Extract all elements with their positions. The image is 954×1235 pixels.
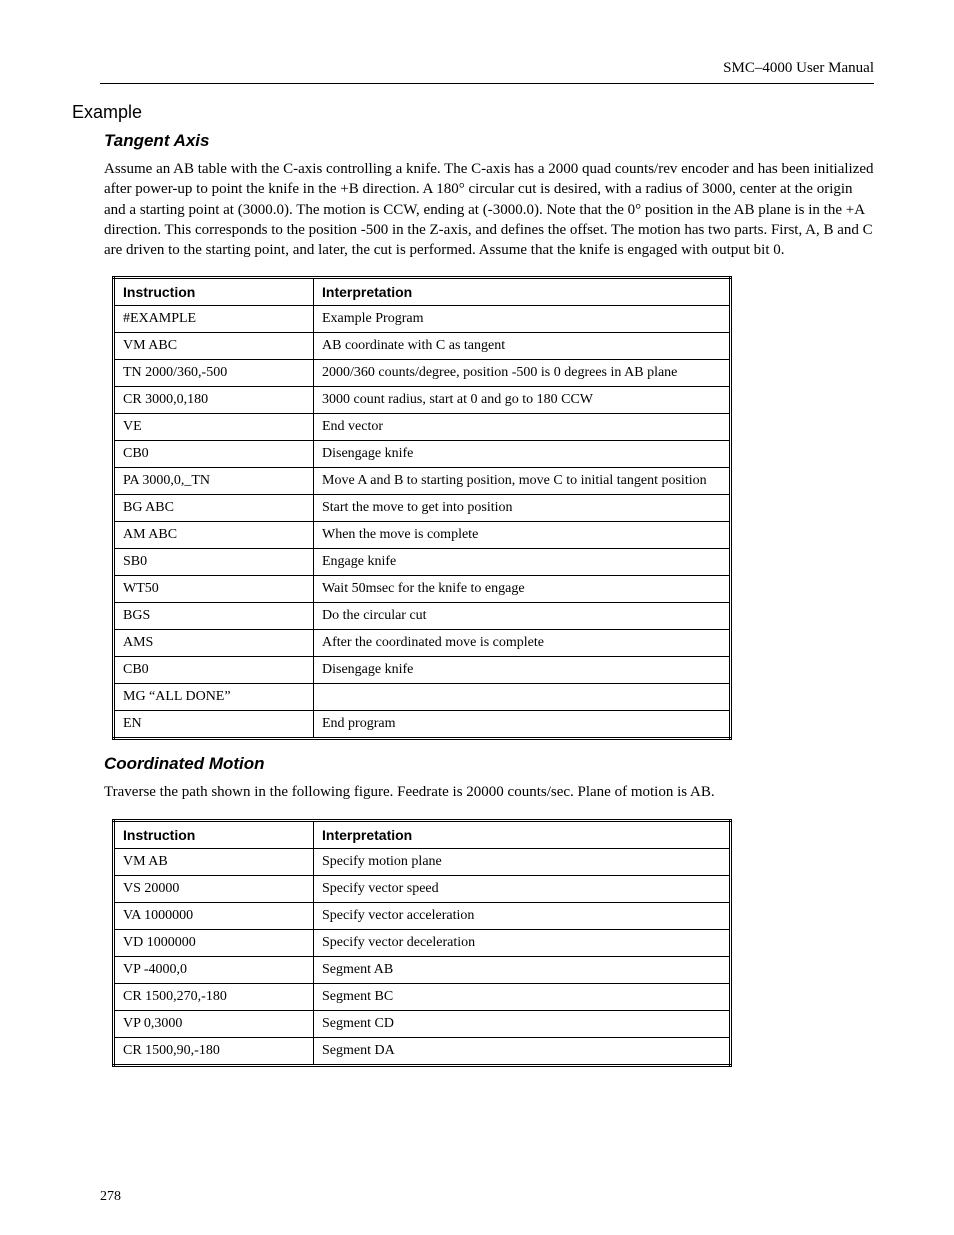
- cell-instruction: AMS: [114, 630, 314, 657]
- cell-instruction: VS 20000: [114, 875, 314, 902]
- table-row: BG ABCStart the move to get into positio…: [114, 495, 731, 522]
- table-row: CR 3000,0,1803000 count radius, start at…: [114, 387, 731, 414]
- cell-interpretation: Segment AB: [314, 956, 731, 983]
- cell-instruction: SB0: [114, 549, 314, 576]
- cell-interpretation: Disengage knife: [314, 657, 731, 684]
- cell-interpretation: Specify vector speed: [314, 875, 731, 902]
- cell-interpretation: 2000/360 counts/degree, position -500 is…: [314, 360, 731, 387]
- table-row: MG “ALL DONE”: [114, 684, 731, 711]
- cell-instruction: CB0: [114, 657, 314, 684]
- paragraph-coord: Traverse the path shown in the following…: [104, 782, 874, 802]
- header-rule: [100, 83, 874, 84]
- page: SMC–4000 User Manual Example Tangent Axi…: [0, 0, 954, 1235]
- cell-interpretation: Disengage knife: [314, 441, 731, 468]
- table-header-row: Instruction Interpretation: [114, 278, 731, 306]
- cell-interpretation: 3000 count radius, start at 0 and go to …: [314, 387, 731, 414]
- table-coord: Instruction Interpretation VM ABSpecify …: [112, 819, 732, 1067]
- cell-interpretation: Wait 50msec for the knife to engage: [314, 576, 731, 603]
- table-row: SB0Engage knife: [114, 549, 731, 576]
- cell-instruction: VM ABC: [114, 333, 314, 360]
- cell-interpretation: Segment CD: [314, 1010, 731, 1037]
- table-row: CB0Disengage knife: [114, 441, 731, 468]
- table-row: VP -4000,0Segment AB: [114, 956, 731, 983]
- cell-instruction: VA 1000000: [114, 902, 314, 929]
- page-number: 278: [100, 1189, 121, 1205]
- cell-instruction: TN 2000/360,-500: [114, 360, 314, 387]
- table-row: ENEnd program: [114, 711, 731, 739]
- paragraph-tangent: Assume an AB table with the C-axis contr…: [104, 159, 874, 260]
- table-row: VM ABCAB coordinate with C as tangent: [114, 333, 731, 360]
- cell-interpretation: When the move is complete: [314, 522, 731, 549]
- cell-interpretation: After the coordinated move is complete: [314, 630, 731, 657]
- table-row: VEEnd vector: [114, 414, 731, 441]
- table-row: CR 1500,270,-180Segment BC: [114, 983, 731, 1010]
- cell-interpretation: Specify motion plane: [314, 848, 731, 875]
- cell-instruction: MG “ALL DONE”: [114, 684, 314, 711]
- cell-interpretation: End program: [314, 711, 731, 739]
- cell-instruction: WT50: [114, 576, 314, 603]
- cell-instruction: BG ABC: [114, 495, 314, 522]
- table-row: TN 2000/360,-5002000/360 counts/degree, …: [114, 360, 731, 387]
- cell-instruction: CB0: [114, 441, 314, 468]
- table-row: AM ABCWhen the move is complete: [114, 522, 731, 549]
- table-tangent: Instruction Interpretation #EXAMPLEExamp…: [112, 276, 732, 740]
- table-row: VP 0,3000Segment CD: [114, 1010, 731, 1037]
- col-instruction: Instruction: [114, 820, 314, 848]
- cell-instruction: PA 3000,0,_TN: [114, 468, 314, 495]
- cell-interpretation: End vector: [314, 414, 731, 441]
- table-row: PA 3000,0,_TNMove A and B to starting po…: [114, 468, 731, 495]
- cell-instruction: #EXAMPLE: [114, 306, 314, 333]
- header-manual-title: SMC–4000 User Manual: [100, 60, 874, 77]
- table-row: WT50Wait 50msec for the knife to engage: [114, 576, 731, 603]
- cell-interpretation: Example Program: [314, 306, 731, 333]
- table-row: VD 1000000Specify vector deceleration: [114, 929, 731, 956]
- heading-example: Example: [72, 102, 874, 123]
- cell-interpretation: Specify vector deceleration: [314, 929, 731, 956]
- cell-instruction: CR 1500,90,-180: [114, 1037, 314, 1065]
- table-row: BGSDo the circular cut: [114, 603, 731, 630]
- cell-interpretation: [314, 684, 731, 711]
- heading-tangent-axis: Tangent Axis: [104, 131, 874, 151]
- cell-instruction: VM AB: [114, 848, 314, 875]
- cell-instruction: BGS: [114, 603, 314, 630]
- cell-instruction: CR 1500,270,-180: [114, 983, 314, 1010]
- table-row: #EXAMPLEExample Program: [114, 306, 731, 333]
- cell-interpretation: Start the move to get into position: [314, 495, 731, 522]
- table-row: AMSAfter the coordinated move is complet…: [114, 630, 731, 657]
- cell-interpretation: Engage knife: [314, 549, 731, 576]
- cell-interpretation: Do the circular cut: [314, 603, 731, 630]
- cell-interpretation: Segment BC: [314, 983, 731, 1010]
- cell-instruction: VD 1000000: [114, 929, 314, 956]
- cell-interpretation: Specify vector acceleration: [314, 902, 731, 929]
- table-row: CR 1500,90,-180Segment DA: [114, 1037, 731, 1065]
- table-header-row: Instruction Interpretation: [114, 820, 731, 848]
- cell-interpretation: Segment DA: [314, 1037, 731, 1065]
- col-interpretation: Interpretation: [314, 820, 731, 848]
- cell-instruction: AM ABC: [114, 522, 314, 549]
- table-row: VA 1000000Specify vector acceleration: [114, 902, 731, 929]
- cell-instruction: CR 3000,0,180: [114, 387, 314, 414]
- cell-instruction: VP 0,3000: [114, 1010, 314, 1037]
- col-instruction: Instruction: [114, 278, 314, 306]
- heading-coordinated-motion: Coordinated Motion: [104, 754, 874, 774]
- table-row: VM ABSpecify motion plane: [114, 848, 731, 875]
- cell-interpretation: AB coordinate with C as tangent: [314, 333, 731, 360]
- col-interpretation: Interpretation: [314, 278, 731, 306]
- cell-instruction: VE: [114, 414, 314, 441]
- cell-instruction: EN: [114, 711, 314, 739]
- cell-instruction: VP -4000,0: [114, 956, 314, 983]
- table-row: CB0Disengage knife: [114, 657, 731, 684]
- table-row: VS 20000Specify vector speed: [114, 875, 731, 902]
- cell-interpretation: Move A and B to starting position, move …: [314, 468, 731, 495]
